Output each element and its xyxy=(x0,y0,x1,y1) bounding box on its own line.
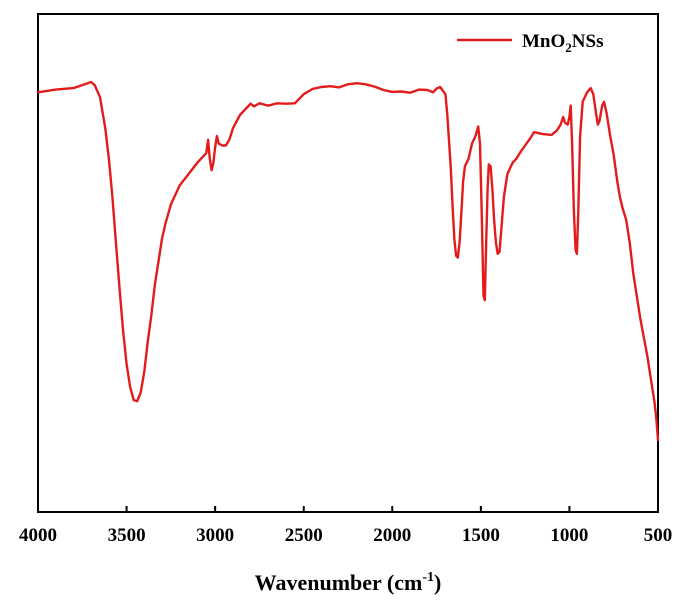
x-tick-label-3000: 3000 xyxy=(196,525,234,546)
x-tick-label-1000: 1000 xyxy=(550,525,588,546)
x-axis-ticks: 4000 3500 3000 2500 2000 1500 1000 500 xyxy=(19,506,672,546)
series-line-mno2nss xyxy=(36,80,660,442)
legend-label-sub: 2 xyxy=(565,40,572,55)
x-axis-title: Wavenumber (cm-1) xyxy=(255,570,442,595)
x-tick-label-1500: 1500 xyxy=(462,525,500,546)
x-axis-title-close: ) xyxy=(434,570,441,595)
x-tick-label-4000: 4000 xyxy=(19,525,57,546)
x-axis-title-base: Wavenumber (cm xyxy=(255,570,423,595)
x-tick-label-500: 500 xyxy=(644,525,673,546)
legend-label-tail: NSs xyxy=(572,31,604,52)
plot-area xyxy=(36,13,660,513)
x-axis-title-superscript: -1 xyxy=(422,570,434,585)
plot-frame xyxy=(37,13,659,513)
legend: MnO2NSs xyxy=(457,31,603,55)
legend-label-main: MnO xyxy=(522,31,565,52)
x-tick-label-3500: 3500 xyxy=(108,525,146,546)
x-tick-label-2500: 2500 xyxy=(285,525,323,546)
x-tick-label-2000: 2000 xyxy=(373,525,411,546)
legend-label: MnO2NSs xyxy=(522,31,603,55)
